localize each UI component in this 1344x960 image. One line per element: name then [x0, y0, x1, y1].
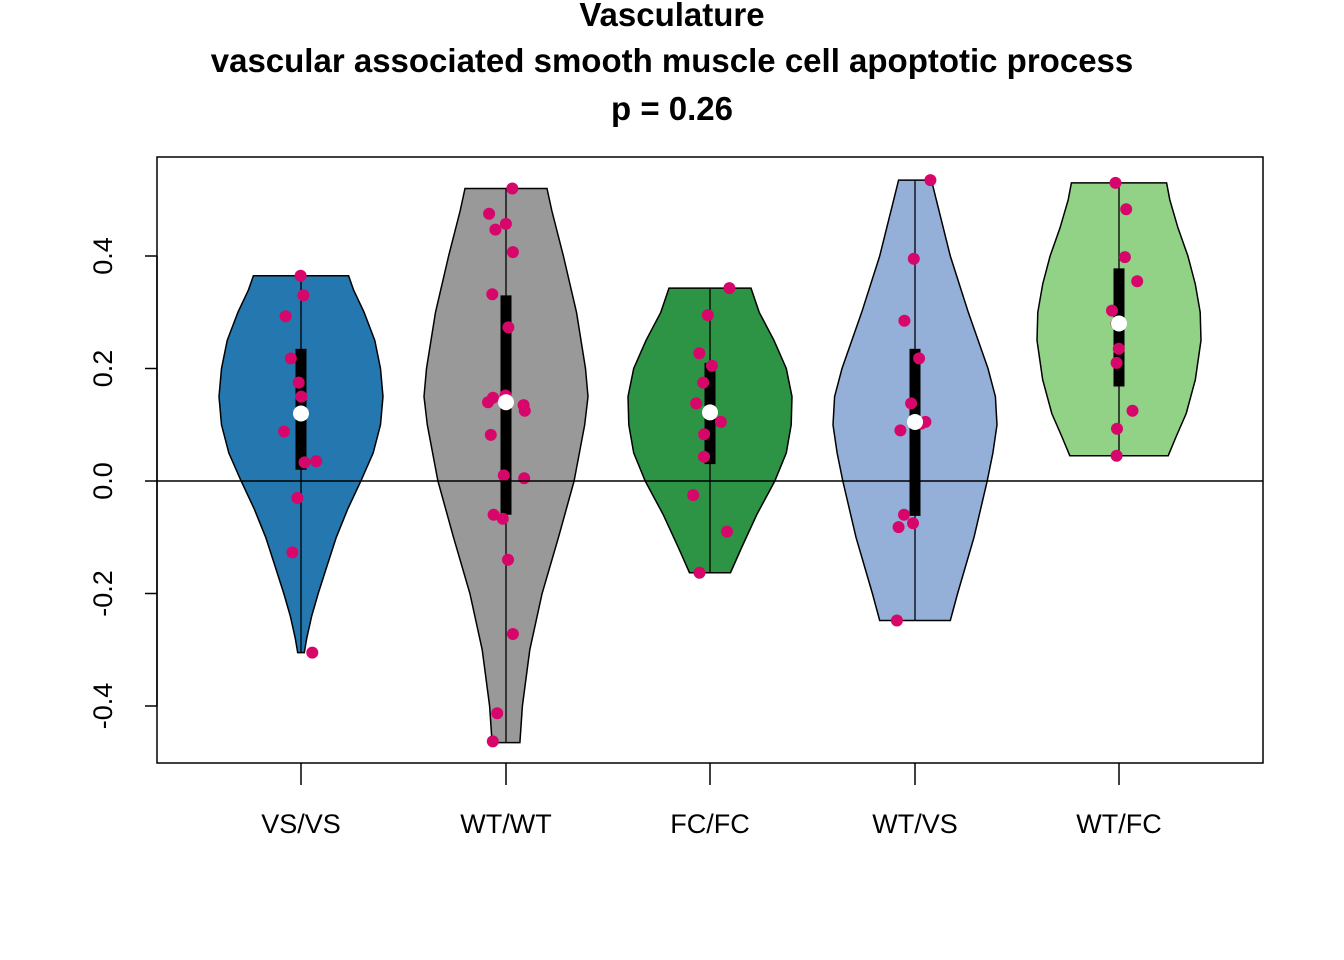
data-point [890, 614, 903, 627]
x-tick-label: WT/WT [460, 809, 551, 839]
data-point [898, 508, 910, 521]
data-point [291, 491, 304, 504]
data-point [486, 735, 499, 748]
data-point [701, 309, 714, 322]
data-point [487, 508, 500, 521]
x-tick-label: FC/FC [670, 809, 749, 839]
median-WT/FC [1111, 315, 1127, 332]
x-tick-label: WT/VS [872, 809, 958, 839]
data-point [489, 223, 502, 236]
data-point [894, 424, 907, 437]
data-point [1111, 422, 1123, 435]
data-point [506, 628, 519, 640]
data-point [279, 310, 292, 323]
data-point [506, 246, 519, 259]
median-WT/VS [907, 413, 923, 430]
data-point [306, 646, 319, 659]
p-value-label: p = 0.26 [611, 90, 733, 127]
median-VS/VS [293, 405, 309, 422]
data-point [310, 455, 323, 468]
data-point [1110, 356, 1123, 369]
data-point [687, 489, 700, 502]
chart-subtitle: vascular associated smooth muscle cell a… [210, 42, 1134, 79]
data-point [693, 347, 706, 360]
data-point [714, 415, 727, 428]
data-point [284, 352, 297, 365]
data-point [690, 397, 703, 410]
data-point [497, 469, 510, 482]
data-point [496, 512, 509, 525]
data-point [693, 566, 706, 579]
data-point [892, 521, 905, 534]
data-point [491, 707, 504, 720]
data-point [698, 450, 710, 463]
data-point [913, 352, 926, 365]
data-point [905, 397, 918, 410]
data-point [292, 376, 305, 389]
y-tick-label: -0.2 [88, 570, 118, 617]
data-point [697, 376, 710, 389]
data-point [297, 289, 310, 302]
data-point [298, 456, 311, 469]
median-FC/FC [702, 404, 718, 421]
chart-title: Vasculature [579, 0, 765, 33]
data-point [924, 174, 937, 187]
data-point [502, 321, 515, 334]
data-point [518, 404, 531, 417]
data-point [286, 546, 299, 559]
x-tick-label: VS/VS [261, 809, 341, 839]
data-point [506, 182, 519, 195]
data-point [484, 428, 497, 441]
y-tick-label: 0.2 [88, 350, 118, 388]
data-point [295, 390, 308, 403]
data-point [705, 359, 718, 372]
data-point [907, 517, 919, 530]
data-point [698, 428, 711, 441]
data-point [486, 288, 499, 301]
data-point [1112, 342, 1125, 355]
data-point [502, 553, 514, 566]
data-point [1110, 449, 1123, 462]
y-tick-label: -0.4 [88, 683, 118, 730]
data-point [1120, 203, 1133, 216]
data-point [278, 425, 291, 438]
data-point [721, 525, 733, 538]
data-point [898, 314, 911, 327]
data-point [1118, 251, 1131, 264]
data-point [518, 472, 531, 485]
data-point [499, 217, 512, 230]
iqr-box-WT/VS [909, 348, 921, 516]
data-point [482, 396, 494, 409]
violins-layer [218, 174, 1202, 748]
data-point [483, 207, 496, 220]
data-point [1106, 304, 1118, 317]
data-point [907, 252, 920, 265]
y-tick-label: 0.4 [88, 237, 118, 275]
data-point [1126, 404, 1139, 417]
data-point [294, 269, 307, 282]
data-point [1131, 275, 1144, 288]
median-WT/WT [498, 394, 514, 411]
data-point [1109, 176, 1122, 189]
axes-layer: -0.4 -0.2 0.0 0.2 0.4 VS/VS WT/WT FC/FC WT/VS WT/… [88, 156, 1264, 839]
y-tick-label: 0.0 [88, 462, 118, 500]
x-tick-label: WT/FC [1076, 809, 1161, 839]
data-point [723, 282, 736, 295]
